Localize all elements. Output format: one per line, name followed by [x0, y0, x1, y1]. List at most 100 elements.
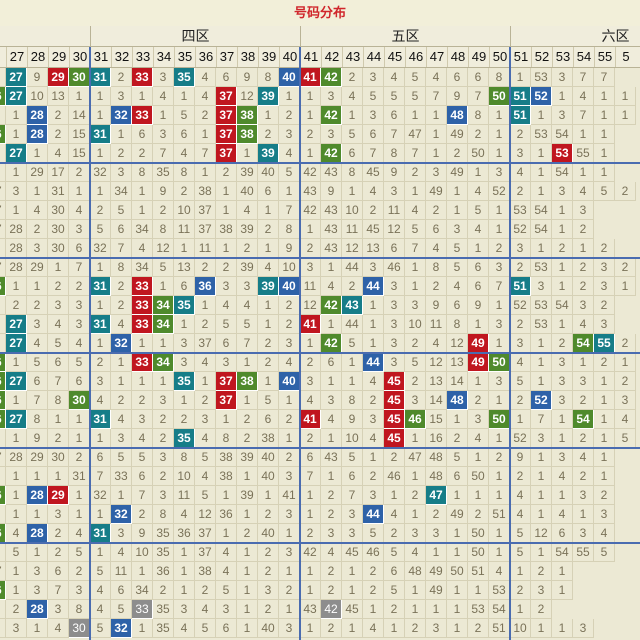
grid-cell: 11	[426, 315, 447, 334]
grid-cell: 8	[342, 163, 363, 182]
grid-cell: 54	[531, 201, 552, 220]
grid-cell: 54	[573, 410, 594, 429]
grid-cell: 44	[363, 277, 384, 296]
grid-cell: 2	[279, 315, 300, 334]
grid-cell: 10	[342, 429, 363, 448]
grid-cell: 2	[510, 391, 531, 410]
grid-cell: 1	[132, 562, 153, 581]
grid-cell: 6	[111, 581, 132, 600]
grid-cell: 2	[573, 220, 594, 239]
grid-cell: 1	[594, 410, 615, 429]
grid-cell: 3	[153, 68, 174, 87]
grid-cell: 1	[0, 505, 6, 524]
grid-cell: 4	[363, 182, 384, 201]
grid-cell: 2	[258, 543, 279, 562]
grid-cell: 8	[216, 429, 237, 448]
grid-cell: 6	[384, 106, 405, 125]
grid-cell: 3	[69, 220, 90, 239]
grid-cell: 40	[237, 182, 258, 201]
grid-cell: 53	[531, 68, 552, 87]
grid-cell: 49	[426, 581, 447, 600]
grid-cell: 38	[195, 182, 216, 201]
grid-cell: 3	[153, 125, 174, 144]
grid-cell: 3	[594, 277, 615, 296]
grid-cell: 2	[405, 486, 426, 505]
grid-cell: 1	[174, 315, 195, 334]
grid-cell: 1	[531, 163, 552, 182]
grid-cell: 26	[0, 486, 6, 505]
grid-cell: 54	[552, 543, 573, 562]
grid-cell: 3	[321, 125, 342, 144]
grid-cell: 27	[6, 334, 27, 353]
grid-cell: 49	[468, 353, 489, 372]
grid-cell: 4	[426, 334, 447, 353]
grid-cell: 13	[363, 239, 384, 258]
column-header: 48	[447, 47, 468, 67]
grid-cell: 3	[384, 296, 405, 315]
grid-cell: 1	[0, 543, 6, 562]
grid-cell: 49	[426, 182, 447, 201]
grid-cell: 2	[27, 296, 48, 315]
grid-cell: 1	[300, 87, 321, 106]
grid-cell: 37	[216, 144, 237, 163]
grid-cell: 2	[384, 524, 405, 543]
grid-cell: 3	[489, 258, 510, 277]
grid-cell: 3	[132, 410, 153, 429]
grid-cell: 4	[468, 182, 489, 201]
grid-cell: 5	[279, 163, 300, 182]
grid-cell: 8	[258, 68, 279, 87]
column-header: 46	[405, 47, 426, 67]
grid-cell: 1	[489, 144, 510, 163]
grid-cell: 50	[489, 87, 510, 106]
grid-cell: 4	[195, 87, 216, 106]
grid-cell: 1	[48, 258, 69, 277]
grid-cell: 36	[153, 562, 174, 581]
grid-cell: 1	[300, 486, 321, 505]
grid-cell: 7	[111, 239, 132, 258]
grid-cell: 45	[342, 600, 363, 619]
grid-cell: 2	[342, 277, 363, 296]
table-row: 2627101311314143712391134555797505152141…	[0, 87, 640, 106]
grid-cell: 5	[111, 201, 132, 220]
grid-cell: 54	[552, 296, 573, 315]
grid-cell: 1	[510, 562, 531, 581]
grid-cell: 26	[0, 372, 6, 391]
grid-cell: 2	[405, 619, 426, 638]
grid-cell: 5	[195, 448, 216, 467]
grid-cell: 8	[468, 106, 489, 125]
column-header: 52	[531, 47, 552, 67]
grid-cell: 6	[132, 467, 153, 486]
grid-cell: 4	[573, 448, 594, 467]
grid-cell: 2	[48, 524, 69, 543]
grid-cell: 1	[90, 296, 111, 315]
grid-cell: 43	[321, 163, 342, 182]
grid-cell: 3	[405, 524, 426, 543]
grid-cell: 4	[237, 201, 258, 220]
grid-cell: 49	[447, 125, 468, 144]
grid-cell: 2	[552, 239, 573, 258]
grid-cell: 1	[153, 277, 174, 296]
grid-cell: 2	[594, 486, 615, 505]
grid-cell: 31	[90, 68, 111, 87]
grid-cell: 4	[195, 467, 216, 486]
grid-cell: 2	[90, 201, 111, 220]
grid-cell: 5	[342, 448, 363, 467]
grid-cell: 1	[447, 182, 468, 201]
grid-cell: 1	[615, 353, 636, 372]
grid-cell: 2	[174, 410, 195, 429]
grid-cell: 3	[279, 619, 300, 638]
grid-cell: 2	[69, 448, 90, 467]
grid-cell: 4	[510, 505, 531, 524]
grid-cell: 28	[27, 524, 48, 543]
grid-cell: 1	[489, 486, 510, 505]
grid-cell: 27	[6, 144, 27, 163]
grid-cell: 26	[0, 581, 6, 600]
grid-cell: 40	[258, 619, 279, 638]
grid-cell: 36	[195, 277, 216, 296]
column-header: 34	[153, 47, 174, 67]
grid-cell: 4	[321, 543, 342, 562]
grid-cell: 49	[447, 505, 468, 524]
grid-cell: 3	[363, 258, 384, 277]
grid-cell: 2	[594, 296, 615, 315]
grid-cell: 6	[90, 448, 111, 467]
